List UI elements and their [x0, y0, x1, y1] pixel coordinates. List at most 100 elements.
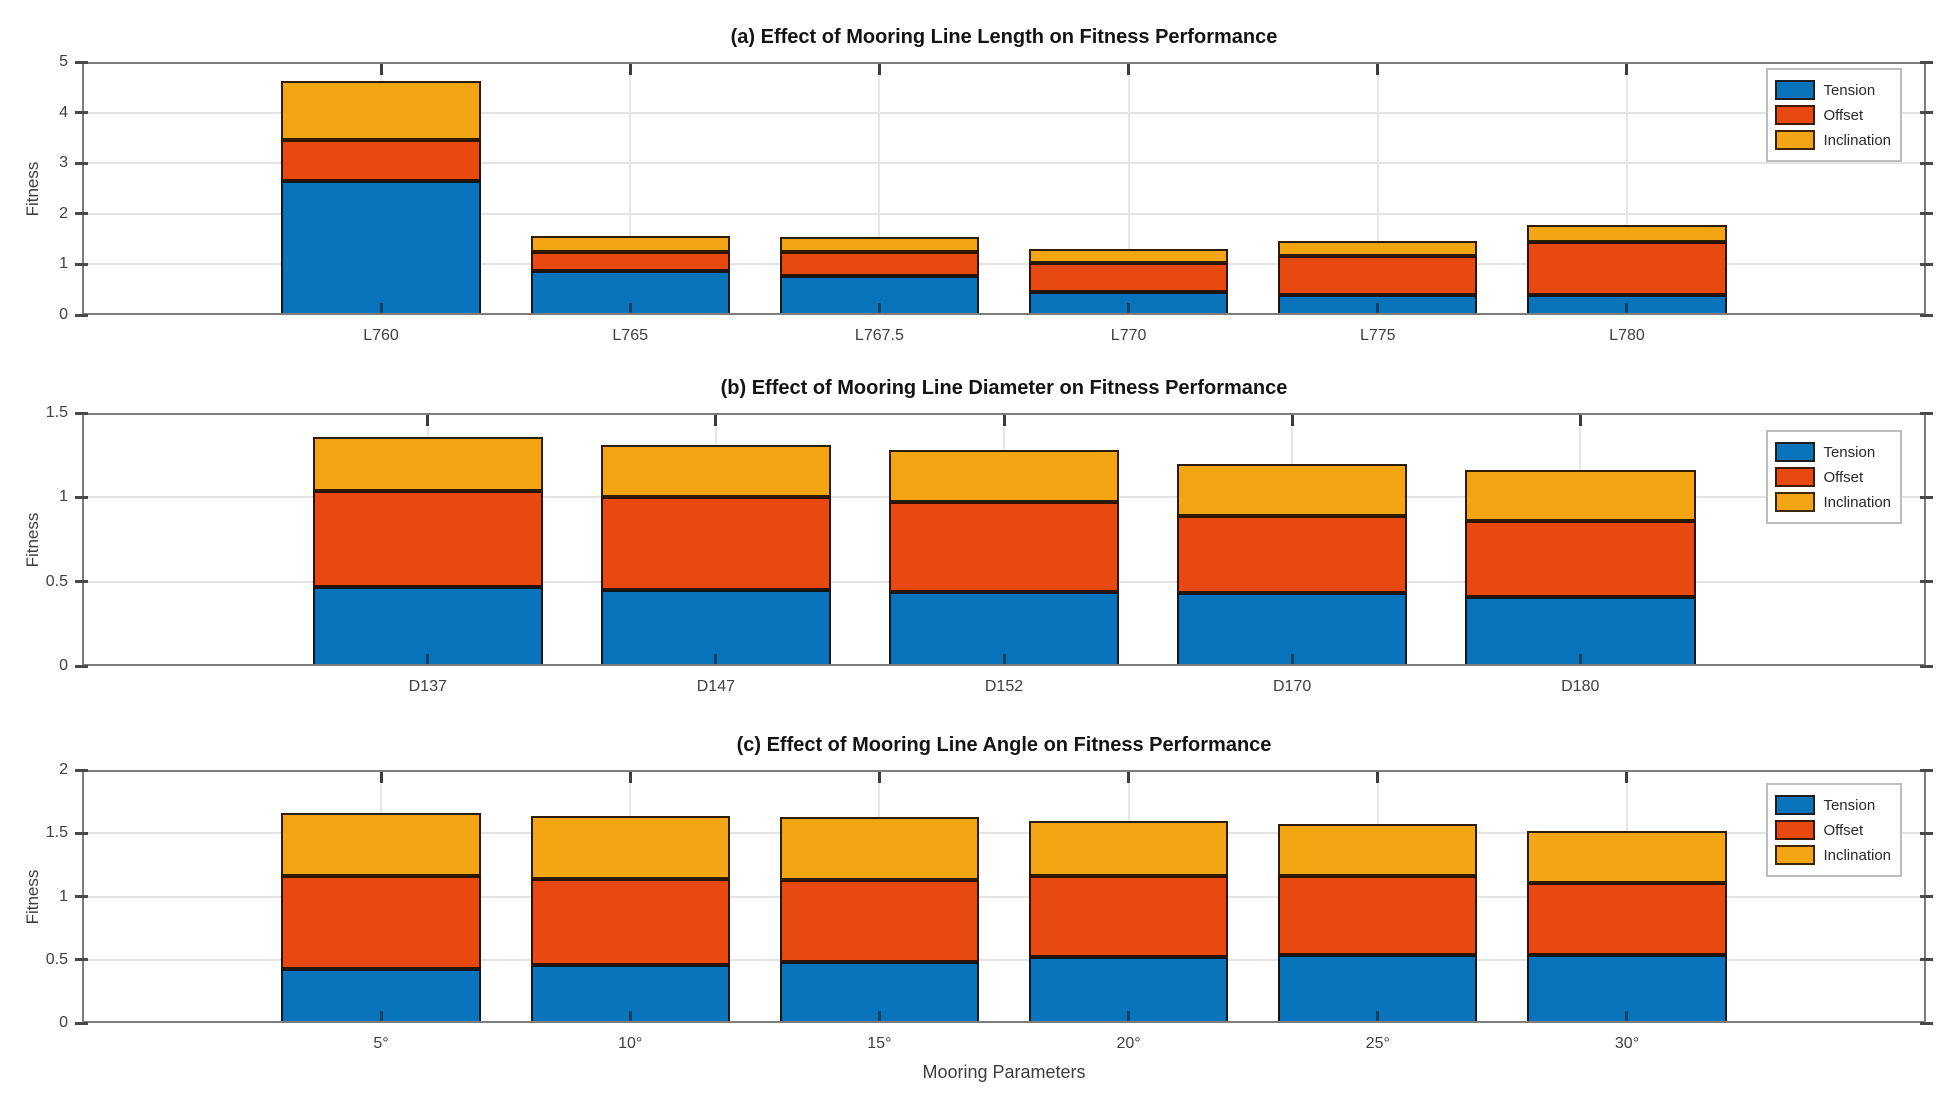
y-tick	[75, 1021, 88, 1025]
bar-segment-inclination	[1527, 830, 1727, 883]
gridline-v	[1625, 62, 1628, 315]
bar-segment-offset	[1028, 263, 1229, 292]
gridline-v	[1127, 62, 1130, 315]
offset-swatch-icon	[1775, 467, 1816, 487]
bar-segment-offset	[1465, 520, 1696, 597]
gridline-v	[878, 62, 881, 315]
x-tick	[714, 413, 718, 426]
bar-segment-offset	[779, 252, 980, 276]
bar-segment-inclination	[779, 236, 980, 253]
x-tick	[379, 303, 383, 315]
legend-label: Tension	[1823, 443, 1876, 461]
bar-segment-inclination	[1028, 248, 1229, 264]
x-tick	[1625, 303, 1629, 315]
y-tick	[75, 768, 88, 772]
x-tick	[877, 1011, 881, 1023]
gridline-h	[82, 212, 1926, 215]
y-tick	[1920, 411, 1933, 415]
y-tick	[75, 580, 88, 584]
y-tick	[75, 212, 88, 216]
x-tick-label: 20°	[1116, 1035, 1141, 1052]
x-tick	[379, 1011, 383, 1023]
bar-segment-offset	[600, 497, 832, 591]
y-tick-label: 1.5	[45, 824, 68, 842]
x-tick	[1376, 770, 1380, 783]
y-tick	[75, 495, 88, 499]
y-tick	[1920, 831, 1933, 835]
y-tick	[75, 262, 88, 266]
bar-segment-offset	[1278, 256, 1478, 296]
y-tick	[75, 411, 88, 415]
x-tick-label: L780	[1609, 327, 1645, 344]
bar-segment-offset	[1028, 876, 1229, 958]
x-tick	[1127, 62, 1131, 75]
bar-segment-inclination	[600, 445, 832, 498]
legend-label: Offset	[1823, 106, 1864, 124]
y-tick-label: 0	[59, 657, 68, 674]
x-tick-label: 10°	[618, 1035, 643, 1052]
legend-item: Tension	[1775, 80, 1891, 100]
x-tick	[628, 303, 632, 315]
bar-segment-inclination	[281, 81, 481, 141]
x-tick-label: L770	[1110, 327, 1147, 344]
x-tick-label: L760	[363, 327, 399, 344]
legend-label: Inclination	[1823, 131, 1891, 149]
y-tick	[1920, 958, 1933, 962]
y-tick	[1920, 262, 1933, 266]
y-tick	[1920, 313, 1933, 317]
bar-segment-inclination	[888, 450, 1120, 503]
y-tick	[1920, 212, 1933, 216]
y-tick-label: 3	[59, 154, 68, 172]
bar-segment-offset	[1527, 241, 1727, 296]
gridline-v	[1376, 62, 1379, 315]
tension-swatch-icon	[1775, 80, 1816, 100]
y-tick	[75, 831, 88, 835]
x-tick	[1127, 303, 1131, 315]
inclination-swatch-icon	[1775, 845, 1816, 865]
x-tick-label: D180	[1561, 678, 1600, 695]
legend-label: Tension	[1823, 796, 1876, 814]
bar-segment-inclination	[530, 815, 730, 879]
x-tick	[1290, 654, 1294, 666]
offset-swatch-icon	[1775, 105, 1816, 125]
x-tick	[1578, 654, 1582, 666]
x-tick-label: D170	[1273, 678, 1312, 695]
y-tick	[75, 958, 88, 962]
bar-segment-inclination	[1527, 225, 1727, 242]
y-tick-label: 1	[59, 887, 68, 905]
y-axis-title: Fitness	[23, 512, 42, 567]
gridline-v	[629, 62, 632, 315]
x-tick	[426, 654, 430, 666]
gridline-h	[82, 895, 1926, 898]
inclination-swatch-icon	[1775, 492, 1816, 512]
y-tick-label: 0.5	[45, 950, 68, 968]
bar-segment-inclination	[1176, 463, 1408, 516]
y-tick	[75, 60, 88, 64]
legend: Tension Offset Inclination	[1766, 430, 1902, 524]
bar-segment-inclination	[1278, 824, 1478, 877]
x-tick	[1002, 654, 1006, 666]
x-tick	[1376, 62, 1380, 75]
bar-segment-inclination	[1278, 241, 1478, 257]
bar-segment-offset	[1176, 515, 1408, 594]
x-tick	[379, 62, 383, 75]
legend-item: Offset	[1775, 105, 1891, 125]
bar-segment-inclination	[1028, 820, 1229, 877]
inclination-swatch-icon	[1775, 130, 1816, 150]
x-axis-label: Mooring Parameters	[922, 1062, 1086, 1082]
gridline-h	[82, 111, 1926, 114]
legend-item: Inclination	[1775, 845, 1891, 865]
y-tick	[1920, 495, 1933, 499]
legend-label: Inclination	[1823, 846, 1891, 864]
gridline-h	[82, 263, 1926, 266]
bar-segment-offset	[1527, 882, 1727, 955]
gridline-h	[82, 958, 1926, 961]
x-tick-label: 5°	[373, 1035, 389, 1052]
y-tick	[1920, 895, 1933, 898]
bar-segment-inclination	[281, 813, 481, 877]
y-tick-label: 0	[59, 1014, 68, 1031]
chart-title: (b) Effect of Mooring Line Diameter on F…	[720, 377, 1288, 399]
legend-item: Tension	[1775, 442, 1891, 462]
x-tick	[1127, 1011, 1131, 1023]
bar-segment-offset	[530, 251, 730, 271]
